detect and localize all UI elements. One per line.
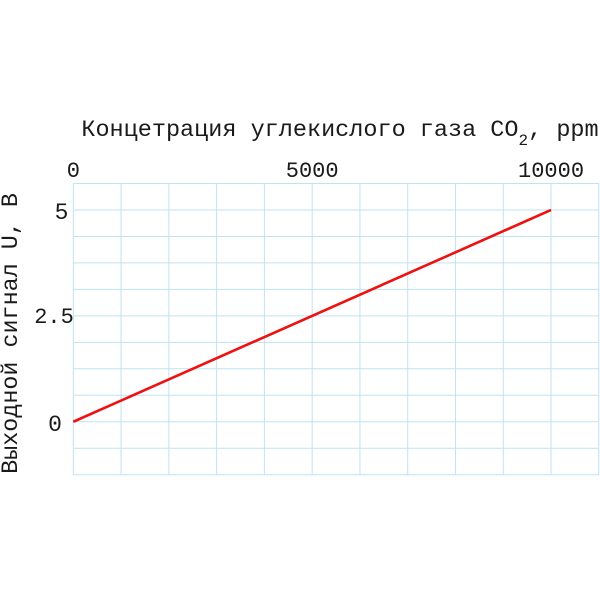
svg-text:2.5: 2.5	[34, 305, 74, 330]
svg-text:0: 0	[67, 159, 80, 184]
svg-text:Концетрация углекислого газа C: Концетрация углекислого газа CO2, ppm	[81, 117, 598, 150]
svg-text:5000: 5000	[286, 159, 339, 184]
svg-text:10000: 10000	[518, 159, 584, 184]
svg-text:0: 0	[48, 412, 62, 438]
svg-text:5: 5	[55, 200, 69, 226]
svg-text:Выходной сигнал U, В: Выходной сигнал U, В	[0, 193, 25, 474]
